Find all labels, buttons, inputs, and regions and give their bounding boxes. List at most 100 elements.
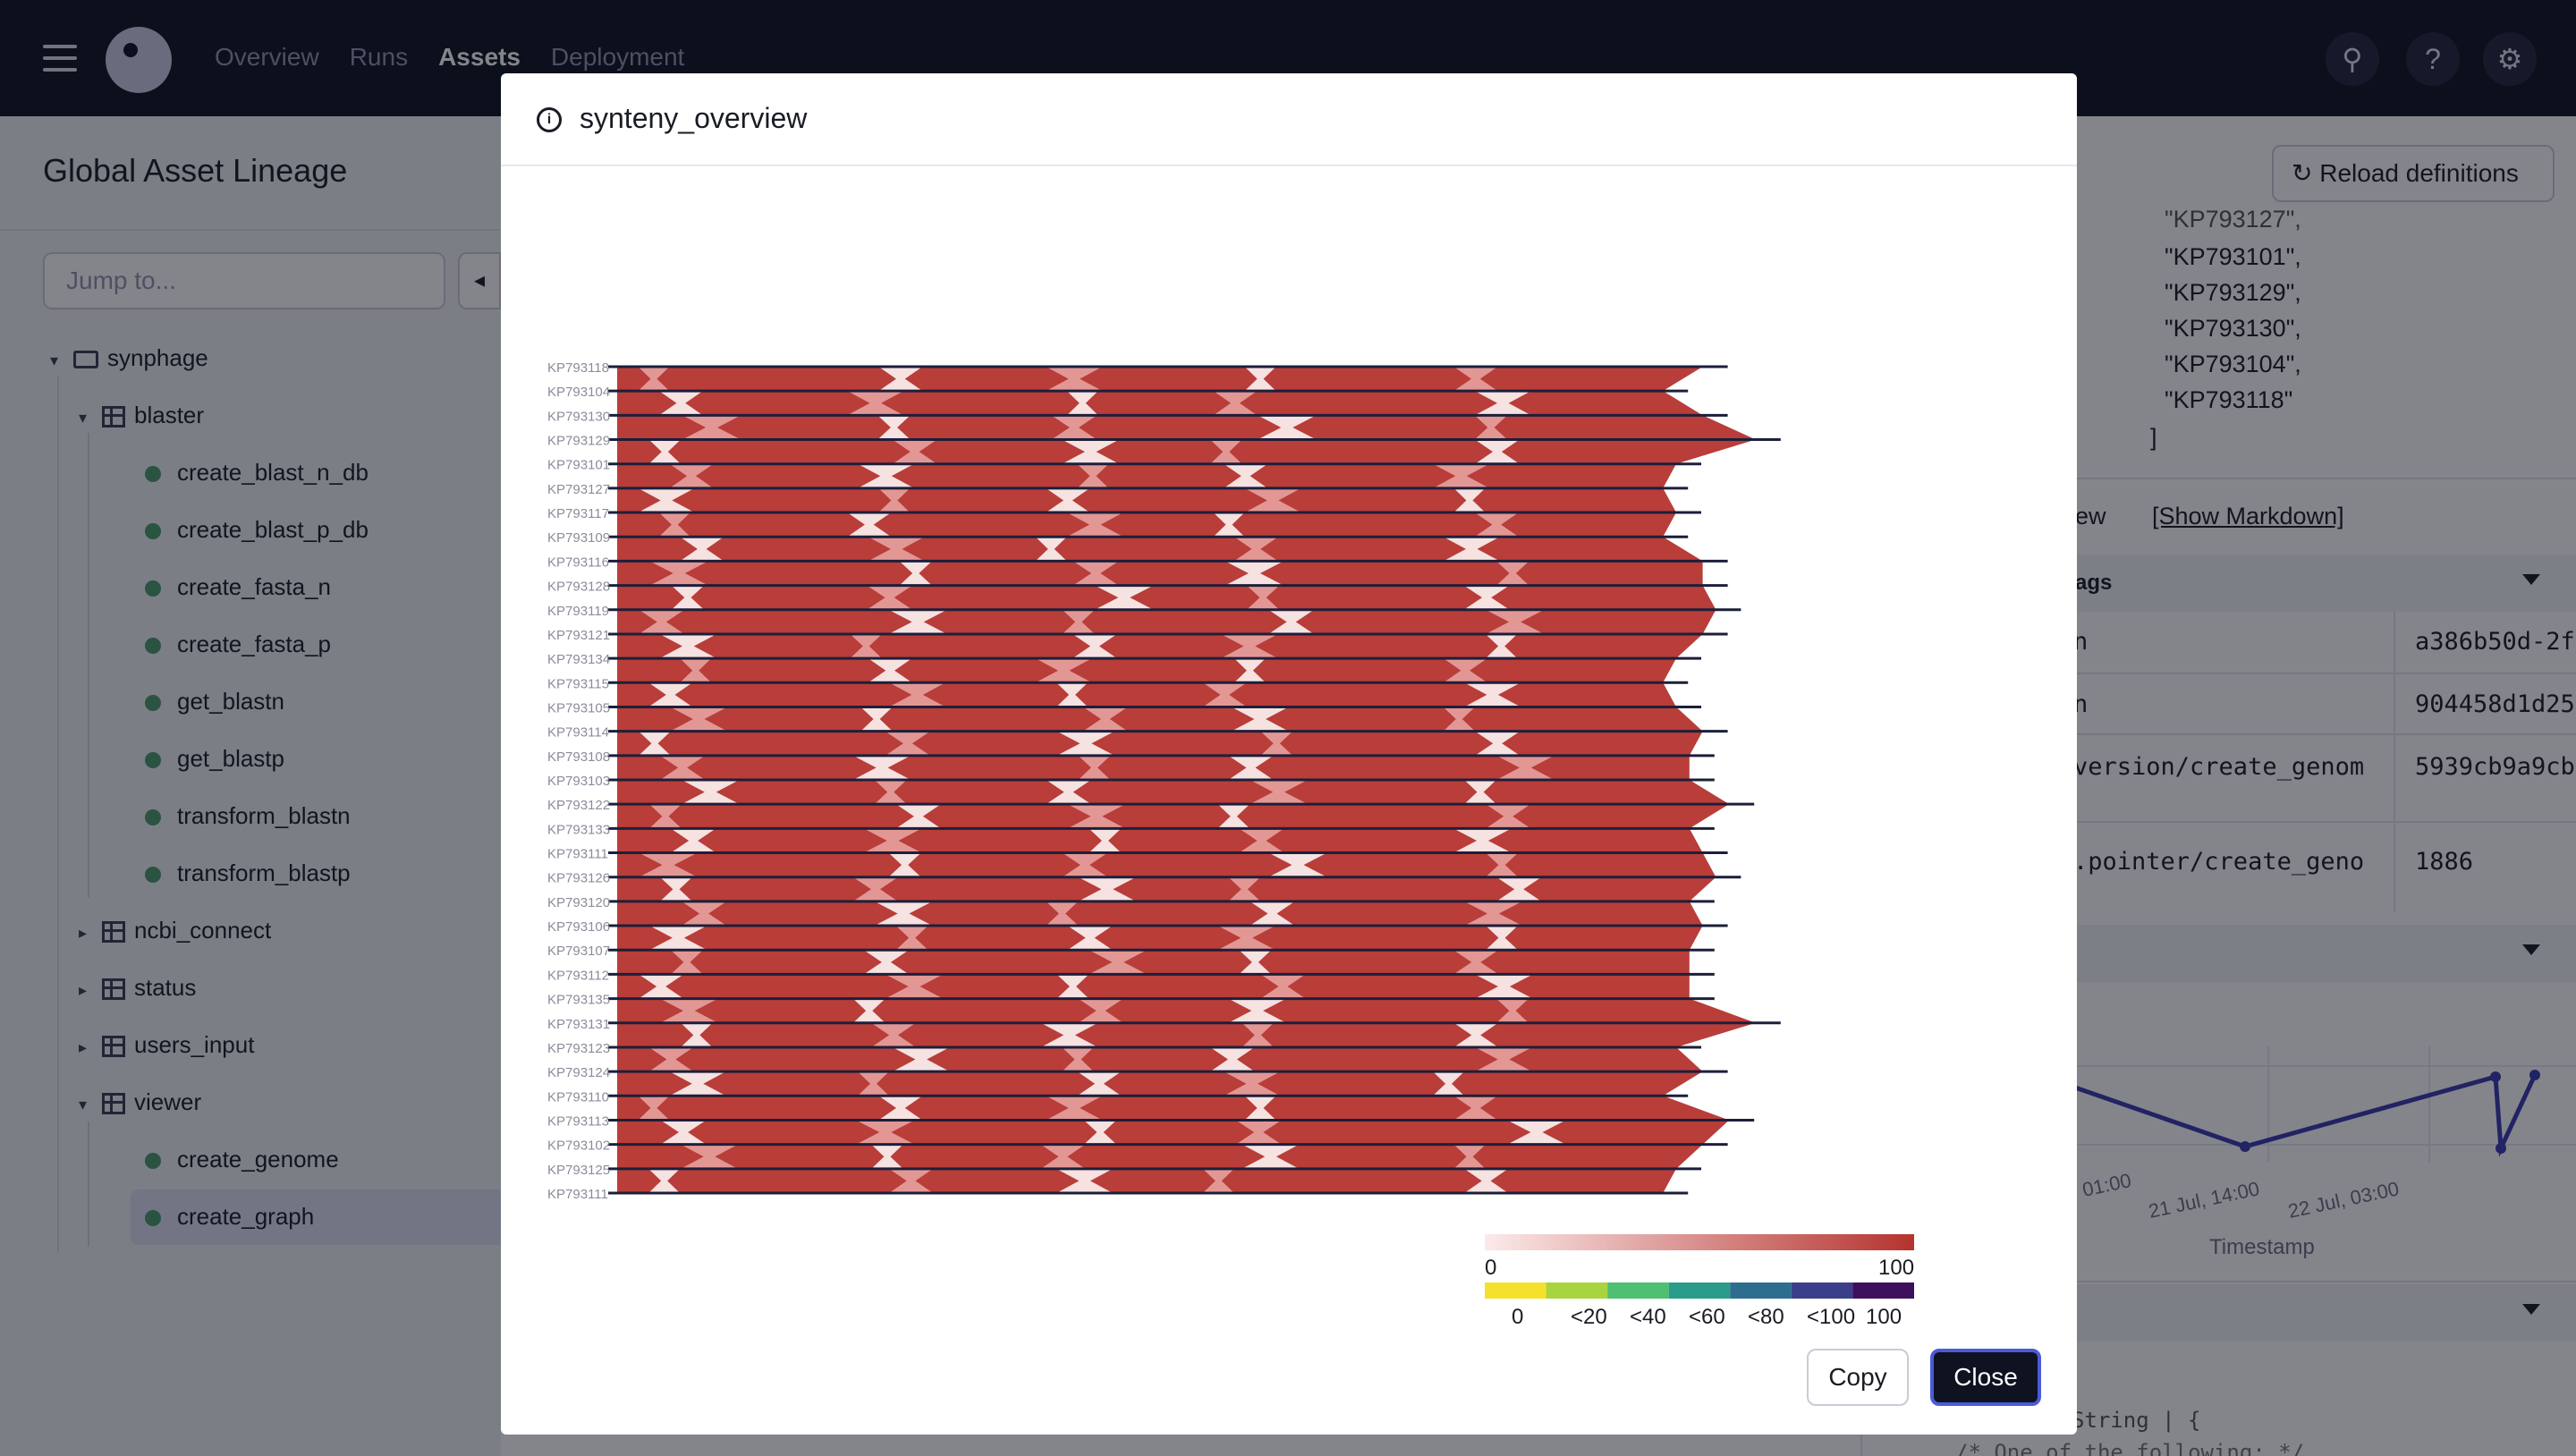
low-identity-region	[1217, 804, 1250, 829]
low-identity-region	[852, 998, 886, 1023]
low-identity-region	[1062, 1046, 1094, 1072]
low-identity-region	[1260, 974, 1306, 999]
low-identity-region	[1453, 1022, 1499, 1047]
low-identity-region	[1062, 852, 1108, 877]
synteny-band	[617, 682, 1676, 707]
synteny-band	[617, 658, 1676, 683]
synteny-band	[617, 367, 1703, 392]
gc-legend-swatch	[1546, 1282, 1608, 1299]
low-identity-region	[1228, 876, 1261, 902]
synteny-band	[617, 609, 1716, 634]
genome-label: KP793134	[547, 652, 610, 667]
low-identity-region	[1228, 755, 1274, 780]
low-identity-region	[1475, 731, 1521, 756]
low-identity-region	[681, 1144, 738, 1169]
low-identity-region	[648, 926, 708, 951]
low-identity-region	[885, 974, 944, 999]
synteny-band	[617, 487, 1676, 513]
gc-legend-label: <100	[1807, 1305, 1855, 1329]
low-identity-region	[895, 804, 942, 829]
synteny-band	[617, 707, 1703, 732]
low-identity-region	[638, 367, 670, 392]
low-identity-region	[1062, 439, 1120, 464]
low-identity-region	[1040, 1144, 1086, 1169]
low-identity-region	[1496, 998, 1529, 1023]
low-identity-region	[1094, 585, 1154, 610]
genome-label: KP793107	[547, 944, 610, 959]
genome-label: KP793118	[547, 360, 609, 376]
low-identity-region	[1486, 926, 1518, 951]
low-identity-region	[1213, 512, 1245, 538]
genome-label: KP793104	[547, 385, 610, 400]
low-identity-region	[1077, 1071, 1122, 1096]
synteny-band	[617, 950, 1690, 975]
synteny-band	[617, 561, 1703, 586]
low-identity-region	[1217, 926, 1276, 951]
low-identity-region	[1239, 828, 1284, 853]
low-identity-region	[1202, 682, 1247, 707]
genome-label: KP793126	[547, 871, 610, 886]
low-identity-region	[1220, 633, 1278, 659]
close-button[interactable]: Close	[1930, 1349, 2041, 1406]
low-identity-region	[1067, 804, 1126, 829]
low-identity-region	[874, 901, 933, 927]
gc-legend-label: <20	[1571, 1305, 1607, 1329]
low-identity-region	[1453, 1144, 1486, 1169]
synteny-band	[617, 585, 1716, 610]
genome-label: KP793135	[547, 993, 610, 1008]
low-identity-region	[1089, 828, 1122, 853]
low-identity-region	[888, 852, 921, 877]
low-identity-region	[1056, 682, 1089, 707]
synteny-band	[617, 876, 1716, 902]
identity-legend-bar	[1485, 1234, 1914, 1250]
low-identity-region	[1046, 1096, 1103, 1121]
synteny-band	[617, 463, 1676, 488]
synteny-band	[617, 926, 1703, 951]
synteny-band	[617, 415, 1756, 440]
low-identity-region	[899, 561, 932, 586]
low-identity-region	[1062, 609, 1095, 634]
low-identity-region	[1453, 828, 1512, 853]
low-identity-region	[1241, 1144, 1300, 1169]
low-identity-region	[1202, 1168, 1234, 1193]
synteny-band	[617, 633, 1703, 659]
synteny-band	[617, 391, 1703, 416]
synteny-modal: i synteny_overview KP793118 KP793104 KP793…	[501, 73, 2077, 1435]
genome-label: KP793102	[547, 1139, 610, 1154]
low-identity-region	[1035, 658, 1092, 683]
low-identity-region	[671, 585, 705, 610]
low-identity-region	[1239, 950, 1272, 975]
low-identity-region	[1464, 780, 1497, 805]
copy-button[interactable]: Copy	[1807, 1349, 1909, 1406]
low-identity-region	[892, 439, 937, 464]
low-identity-region	[1235, 1120, 1282, 1145]
low-identity-region	[1486, 804, 1531, 829]
low-identity-region	[857, 463, 915, 488]
legend-min-label: 0	[1485, 1256, 1496, 1280]
low-identity-region	[888, 1168, 934, 1193]
genome-label: KP793106	[547, 919, 610, 935]
synteny-band	[617, 828, 1703, 853]
low-identity-region	[1228, 998, 1287, 1023]
genome-label: KP793119	[547, 604, 609, 619]
synteny-band	[617, 512, 1676, 538]
genome-label: KP793125	[547, 1163, 610, 1178]
low-identity-region	[1496, 755, 1555, 780]
synteny-band	[617, 974, 1690, 999]
synteny-plot: KP793118 KP793104 KP793130 KP793129 KP793101…	[547, 360, 1914, 1329]
low-identity-region	[1464, 1168, 1509, 1193]
low-identity-region	[863, 950, 910, 975]
low-identity-region	[847, 512, 892, 538]
low-identity-region	[1268, 609, 1315, 634]
low-identity-region	[871, 1144, 903, 1169]
gc-legend-swatch	[1791, 1282, 1853, 1299]
low-identity-region	[648, 682, 693, 707]
genome-label: KP793130	[547, 409, 610, 424]
low-identity-region	[1432, 1071, 1465, 1096]
genome-label: KP793110	[547, 1089, 609, 1105]
genome-label: KP793116	[547, 554, 609, 570]
low-identity-region	[1233, 537, 1278, 562]
genome-label: KP793105	[547, 700, 610, 715]
genome-label: KP793111	[547, 1187, 608, 1202]
low-identity-region	[1083, 1120, 1117, 1145]
